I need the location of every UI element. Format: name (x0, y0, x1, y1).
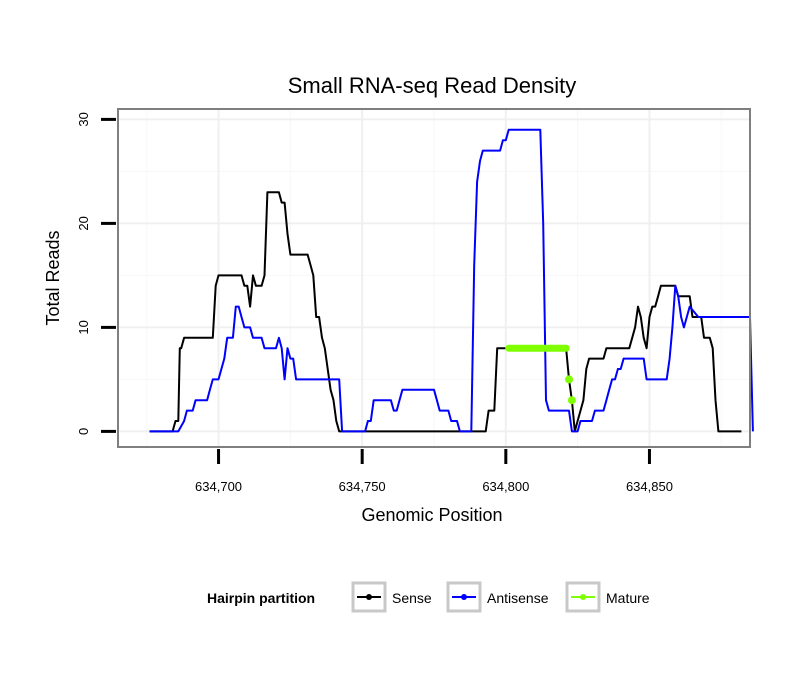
legend-title: Hairpin partition (207, 590, 315, 606)
legend-label-sense: Sense (392, 590, 432, 606)
legend-point-sense (366, 594, 372, 600)
legend-label-mature: Mature (606, 590, 650, 606)
x-axis-label: Genomic Position (361, 505, 502, 525)
x-tick-label: 634,800 (482, 479, 529, 494)
series-line-sense (149, 191, 742, 433)
grid (118, 109, 750, 447)
legend-point-antisense (461, 594, 467, 600)
series-point-mature (567, 396, 576, 405)
legend-item-sense: Sense (351, 581, 432, 613)
series-line-antisense (149, 128, 754, 433)
y-axis: 0 10 20 30 (76, 112, 116, 435)
y-axis-label: Total Reads (43, 230, 63, 325)
x-tick-label: 634,750 (339, 479, 386, 494)
legend: Hairpin partition Sense Antisense Mature (207, 581, 650, 613)
y-tick-label: 20 (76, 216, 91, 230)
plot-series (149, 128, 754, 433)
x-tick-label: 634,850 (626, 479, 673, 494)
series-point-mature (565, 375, 574, 384)
x-tick-label: 634,700 (195, 479, 242, 494)
legend-label-antisense: Antisense (487, 590, 549, 606)
legend-point-mature (580, 594, 586, 600)
legend-item-mature: Mature (565, 581, 650, 613)
y-tick-label: 0 (76, 428, 91, 435)
legend-key-antisense (446, 581, 482, 613)
y-tick-label: 30 (76, 112, 91, 126)
y-tick-label: 10 (76, 320, 91, 334)
panel-border (117, 108, 751, 448)
legend-item-antisense: Antisense (446, 581, 549, 613)
x-axis: 634,700 634,750 634,800 634,850 (195, 449, 673, 494)
chart-title: Small RNA-seq Read Density (288, 73, 577, 98)
